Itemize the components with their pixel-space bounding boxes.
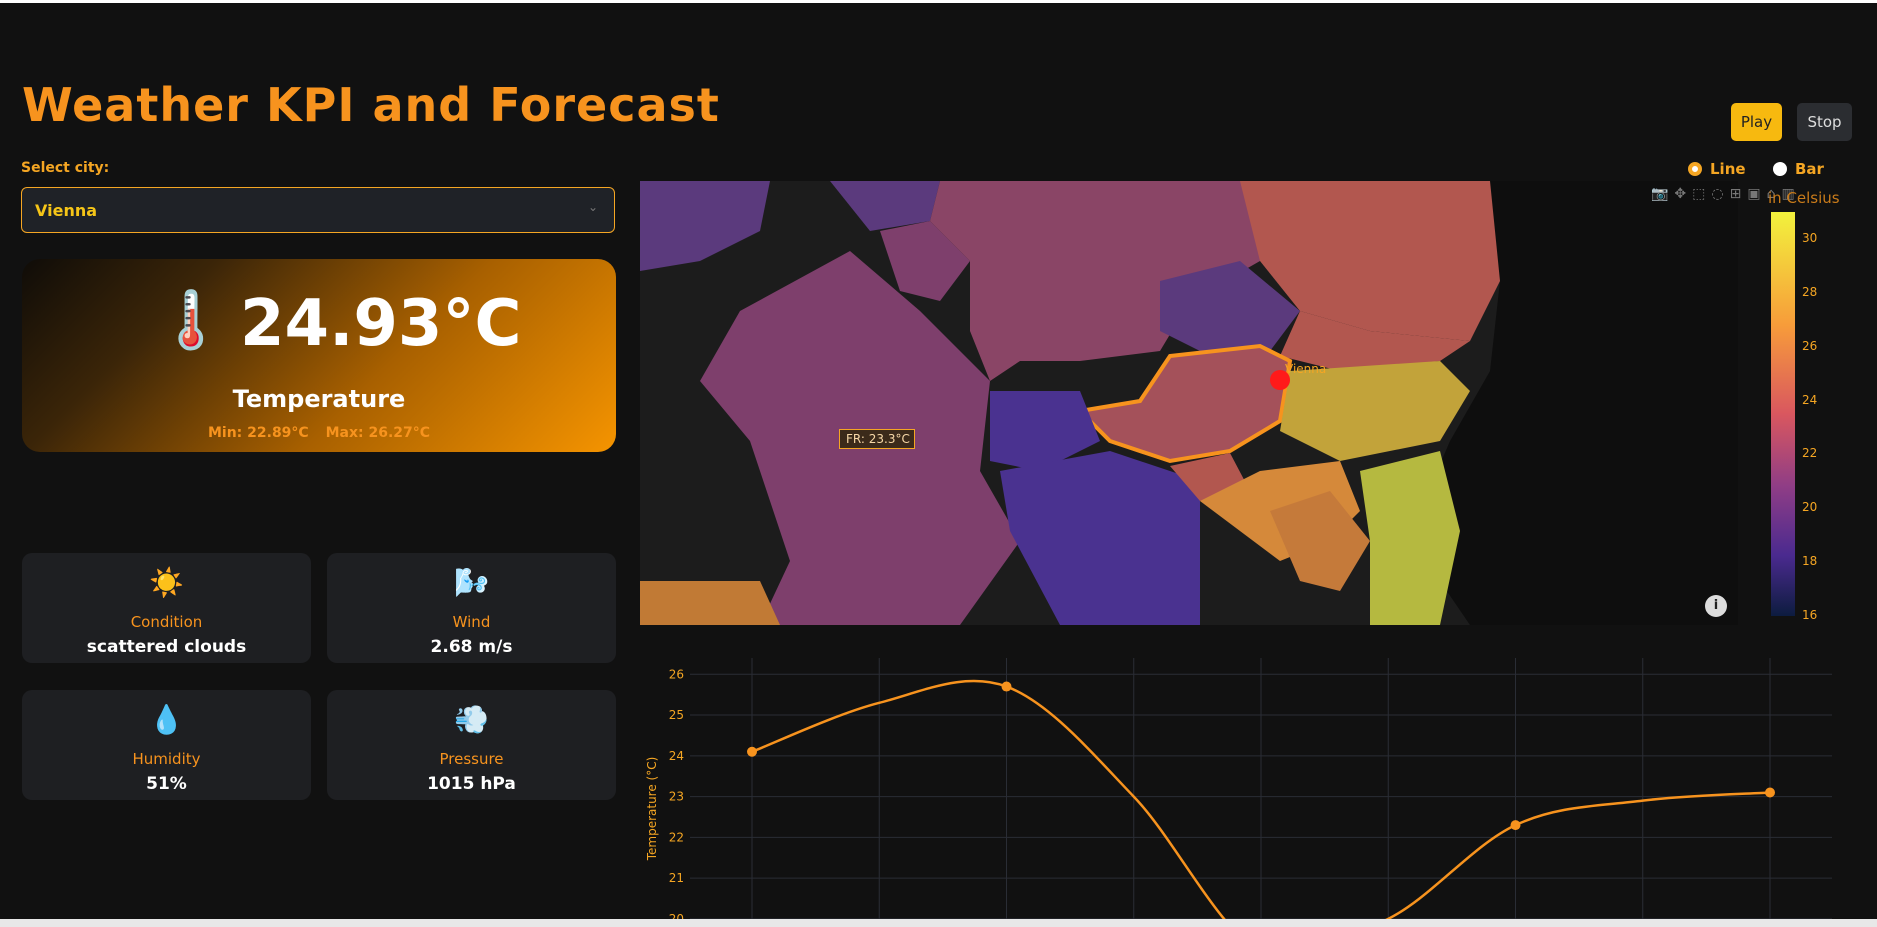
play-button[interactable]: Play — [1731, 103, 1782, 141]
radio-unselected-icon[interactable] — [1773, 162, 1787, 176]
city-select[interactable]: Vienna ⌄ — [21, 187, 615, 233]
temperature-value: 24.93°C — [240, 287, 522, 361]
map-region-netherlands — [830, 181, 940, 231]
humidity-value: 51% — [146, 774, 187, 794]
chart-type-line-radio[interactable]: Line — [1688, 160, 1746, 178]
window-bottom-border — [0, 919, 1877, 927]
wind-value: 2.68 m/s — [430, 637, 513, 657]
map-region-poland — [1240, 181, 1500, 341]
forecast-data-point — [1765, 787, 1775, 798]
map-region-serbia — [1360, 451, 1460, 625]
condition-title: Condition — [130, 613, 203, 631]
forecast-line-chart[interactable]: 20 21 22 23 24 25 26 Temperature (°C) — [640, 650, 1840, 927]
pressure-card: 💨 Pressure 1015 hPa — [327, 690, 616, 800]
map-region-switzerland — [990, 391, 1100, 471]
temperature-label: Temperature — [232, 385, 406, 413]
wind-card: 🌬️ Wind 2.68 m/s — [327, 553, 616, 663]
pressure-icon: 💨 — [454, 703, 489, 736]
radio-selected-icon[interactable] — [1688, 162, 1702, 176]
temperature-max: Max: 26.27°C — [325, 425, 431, 441]
colorbar-tick: 30 — [1802, 230, 1818, 245]
map-region-belgium — [880, 221, 970, 301]
colorbar-tick: 24 — [1802, 392, 1818, 407]
map-region-slovakia — [1280, 311, 1470, 371]
temperature-min: Min: 22.89°C — [207, 425, 309, 441]
line-label: Line — [1710, 160, 1746, 178]
y-tick-label: 22 — [669, 830, 684, 844]
wind-title: Wind — [452, 613, 491, 631]
france-hover-tooltip: FR: 23.3°C — [839, 429, 915, 449]
window-top-border — [0, 0, 1877, 3]
info-icon[interactable]: i — [1705, 595, 1727, 617]
map-region-germany — [930, 181, 1280, 381]
y-tick-label: 20 — [669, 912, 684, 919]
y-tick-label: 21 — [669, 871, 684, 885]
stop-button[interactable]: Stop — [1797, 103, 1852, 141]
forecast-data-point — [747, 746, 757, 757]
condition-value: scattered clouds — [86, 637, 247, 657]
vienna-marker-label: Vienna — [1285, 362, 1327, 376]
city-select-value: Vienna — [35, 201, 98, 220]
chevron-down-icon[interactable]: ⌄ — [587, 200, 598, 214]
europe-temperature-map[interactable] — [640, 181, 1738, 625]
map-region-east — [1420, 181, 1738, 625]
map-region-spain — [640, 581, 780, 625]
temperature-colorbar — [1771, 212, 1795, 616]
sun-icon: ☀️ — [149, 566, 184, 599]
y-tick-label: 26 — [669, 667, 684, 681]
y-tick-label: 24 — [669, 749, 684, 763]
vienna-marker[interactable] — [1270, 370, 1290, 390]
chart-type-bar-radio[interactable]: Bar — [1773, 160, 1824, 178]
pressure-value: 1015 hPa — [427, 774, 516, 794]
colorbar-tick: 26 — [1802, 338, 1818, 353]
temperature-kpi-card: 🌡️ 24.93°C Temperature Min: 22.89°C Max:… — [22, 259, 616, 452]
temperature-min-max: Min: 22.89°C Max: 26.27°C — [22, 425, 616, 441]
y-tick-label: 23 — [669, 790, 684, 804]
forecast-series-line — [751, 679, 1771, 927]
map-region-uk — [640, 181, 770, 271]
colorbar-tick: 18 — [1802, 554, 1818, 569]
colorbar-tick: 28 — [1802, 284, 1818, 299]
pressure-title: Pressure — [439, 750, 504, 768]
map-region-italy — [1000, 451, 1200, 625]
map-region-austria[interactable] — [1075, 343, 1293, 464]
page-title: Weather KPI and Forecast — [22, 78, 720, 132]
condition-card: ☀️ Condition scattered clouds — [22, 553, 311, 663]
humidity-title: Humidity — [132, 750, 201, 768]
colorbar-tick: 22 — [1802, 446, 1818, 461]
map-modebar[interactable]: 📷✥⬚◌⊞▣⌂▥ — [1651, 186, 1801, 202]
colorbar-tick: 20 — [1802, 500, 1818, 515]
colorbar-tick: 16 — [1802, 608, 1818, 622]
forecast-data-point — [1510, 820, 1521, 831]
map-region-hungary — [1280, 361, 1470, 461]
forecast-data-point — [1001, 681, 1012, 692]
y-tick-label: 25 — [669, 708, 684, 722]
city-select-label: Select city: — [21, 160, 110, 176]
colorbar-title: in Celsius — [1768, 189, 1840, 207]
map-region-bosnia — [1270, 491, 1370, 591]
droplet-icon: 💧 — [149, 703, 184, 736]
thermometer-icon: 🌡️ — [156, 288, 226, 353]
map-region-czechia — [1160, 261, 1300, 351]
humidity-card: 💧 Humidity 51% — [22, 690, 311, 800]
bar-label: Bar — [1795, 160, 1824, 178]
wind-icon: 🌬️ — [454, 566, 489, 599]
y-axis-label: Temperature (°C) — [645, 757, 659, 862]
